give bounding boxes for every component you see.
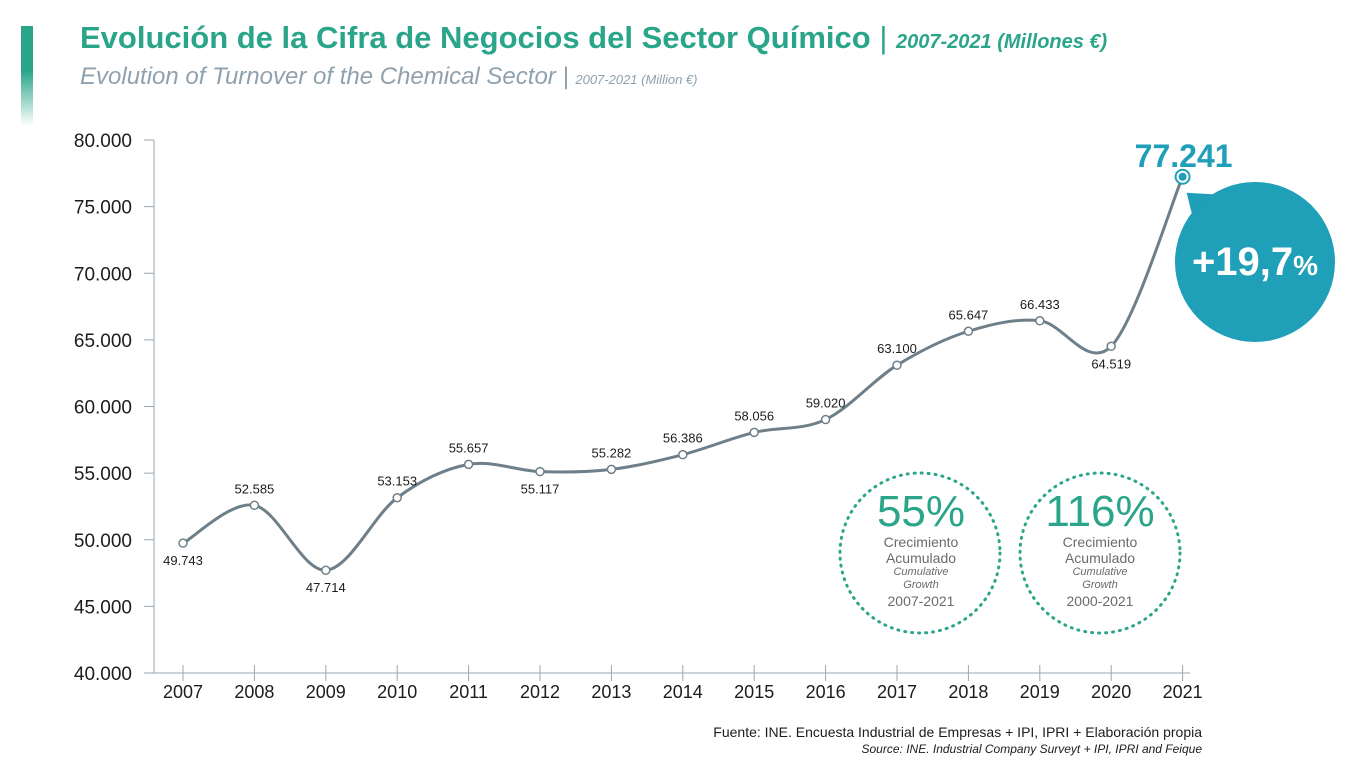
data-point xyxy=(321,565,331,575)
stat-label-en-1: Cumulative xyxy=(893,566,949,578)
title-en-text: Evolution of Turnover of the Chemical Se… xyxy=(80,63,556,90)
data-label: 52.585 xyxy=(235,481,275,496)
x-tick-label: 2013 xyxy=(591,682,631,702)
data-point xyxy=(749,427,759,438)
data-label: 63.100 xyxy=(877,341,917,356)
y-tick-label: 65.000 xyxy=(74,331,132,352)
y-tick-label: 40.000 xyxy=(74,664,132,685)
data-point xyxy=(963,326,974,337)
data-point xyxy=(1178,172,1187,181)
x-tick-label: 2011 xyxy=(449,682,488,702)
title-accent-bar xyxy=(21,26,33,126)
x-tick-label: 2012 xyxy=(520,682,560,702)
data-label: 59.020 xyxy=(806,396,846,411)
data-point xyxy=(892,360,902,370)
y-tick-label: 70.000 xyxy=(74,264,132,285)
title-es-separator: | xyxy=(879,20,888,55)
stat-label-en-2: Growth xyxy=(1082,579,1118,591)
y-tick-label: 55.000 xyxy=(74,464,132,485)
y-tick-label: 80.000 xyxy=(74,131,132,152)
data-point xyxy=(535,466,545,477)
stat-label-es-2: Acumulado xyxy=(1064,550,1136,566)
growth-callout-suffix: % xyxy=(1293,250,1318,281)
y-tick-label: 60.000 xyxy=(74,398,132,419)
x-tick-label: 2009 xyxy=(306,682,346,702)
x-tick-label: 2017 xyxy=(877,682,917,702)
y-tick-label: 45.000 xyxy=(74,597,132,618)
x-tick-label: 2020 xyxy=(1091,682,1131,702)
stat-label-es-1: Crecimiento xyxy=(883,534,959,550)
x-tick-label: 2016 xyxy=(806,682,846,702)
stat-label-es-2: Acumulado xyxy=(885,550,957,566)
x-tick-label: 2014 xyxy=(663,682,703,702)
x-tick-label: 2010 xyxy=(377,682,417,702)
source-en: Source: INE. Industrial Company Surveyt … xyxy=(861,742,1203,756)
data-label: 47.714 xyxy=(306,580,346,595)
stat-years: 2000-2021 xyxy=(1066,593,1134,609)
data-point xyxy=(678,449,688,460)
data-label: 56.386 xyxy=(663,431,703,446)
data-point xyxy=(463,459,474,470)
data-point xyxy=(820,414,831,425)
data-label: 65.647 xyxy=(949,307,989,322)
data-label: 49.743 xyxy=(163,553,203,568)
data-point xyxy=(606,464,617,475)
stat-label-en-2: Growth xyxy=(903,579,939,591)
stat-pct: 116% xyxy=(1045,487,1155,536)
subtitle-es-text: 2007-2021 (Millones €) xyxy=(896,31,1108,53)
source-footer: Fuente: INE. Encuesta Industrial de Empr… xyxy=(713,724,1202,756)
title-english: Evolution of Turnover of the Chemical Se… xyxy=(80,63,697,91)
y-tick-label: 75.000 xyxy=(74,198,132,219)
growth-callout-circle xyxy=(1175,182,1335,342)
stat-circle-0 xyxy=(838,471,1002,635)
stat-label-en-1: Cumulative xyxy=(1072,566,1128,578)
stat-label-es-1: Crecimiento xyxy=(1062,534,1138,550)
x-tick-label: 2021 xyxy=(1163,682,1203,702)
x-tick-label: 2019 xyxy=(1020,682,1060,702)
x-tick-label: 2018 xyxy=(948,682,988,702)
y-tick-label: 50.000 xyxy=(74,531,132,552)
x-tick-label: 2015 xyxy=(734,682,774,702)
subtitle-en-text: 2007-2021 (Million €) xyxy=(575,72,698,87)
stat-2007-2021: 55% Crecimiento Acumulado Cumulative Gro… xyxy=(836,490,1006,610)
highlight-value-label: 77.241 xyxy=(1135,138,1233,174)
stat-years: 2007-2021 xyxy=(887,593,955,609)
stat-circle-1 xyxy=(1018,471,1182,635)
title-spanish: Evolución de la Cifra de Negocios del Se… xyxy=(80,20,1107,56)
title-en-separator: | xyxy=(562,63,569,90)
data-label: 55.282 xyxy=(592,445,632,460)
stat-2000-2021: 116% Crecimiento Acumulado Cumulative Gr… xyxy=(1015,490,1185,610)
data-label: 55.117 xyxy=(521,482,560,497)
data-label: 53.153 xyxy=(377,474,417,489)
data-point xyxy=(1106,341,1116,352)
x-tick-label: 2007 xyxy=(163,682,203,702)
title-es-text: Evolución de la Cifra de Negocios del Se… xyxy=(80,20,871,55)
data-label: 58.056 xyxy=(734,408,774,423)
data-point xyxy=(392,492,402,503)
stat-pct: 55% xyxy=(876,487,966,536)
data-point xyxy=(178,538,188,548)
source-es: Fuente: INE. Encuesta Industrial de Empr… xyxy=(713,724,1202,740)
data-point xyxy=(249,500,260,511)
data-point xyxy=(1035,316,1045,326)
data-label: 64.519 xyxy=(1091,356,1131,371)
data-label: 66.433 xyxy=(1020,297,1060,312)
data-label: 55.657 xyxy=(449,440,489,455)
x-tick-label: 2008 xyxy=(234,682,274,702)
